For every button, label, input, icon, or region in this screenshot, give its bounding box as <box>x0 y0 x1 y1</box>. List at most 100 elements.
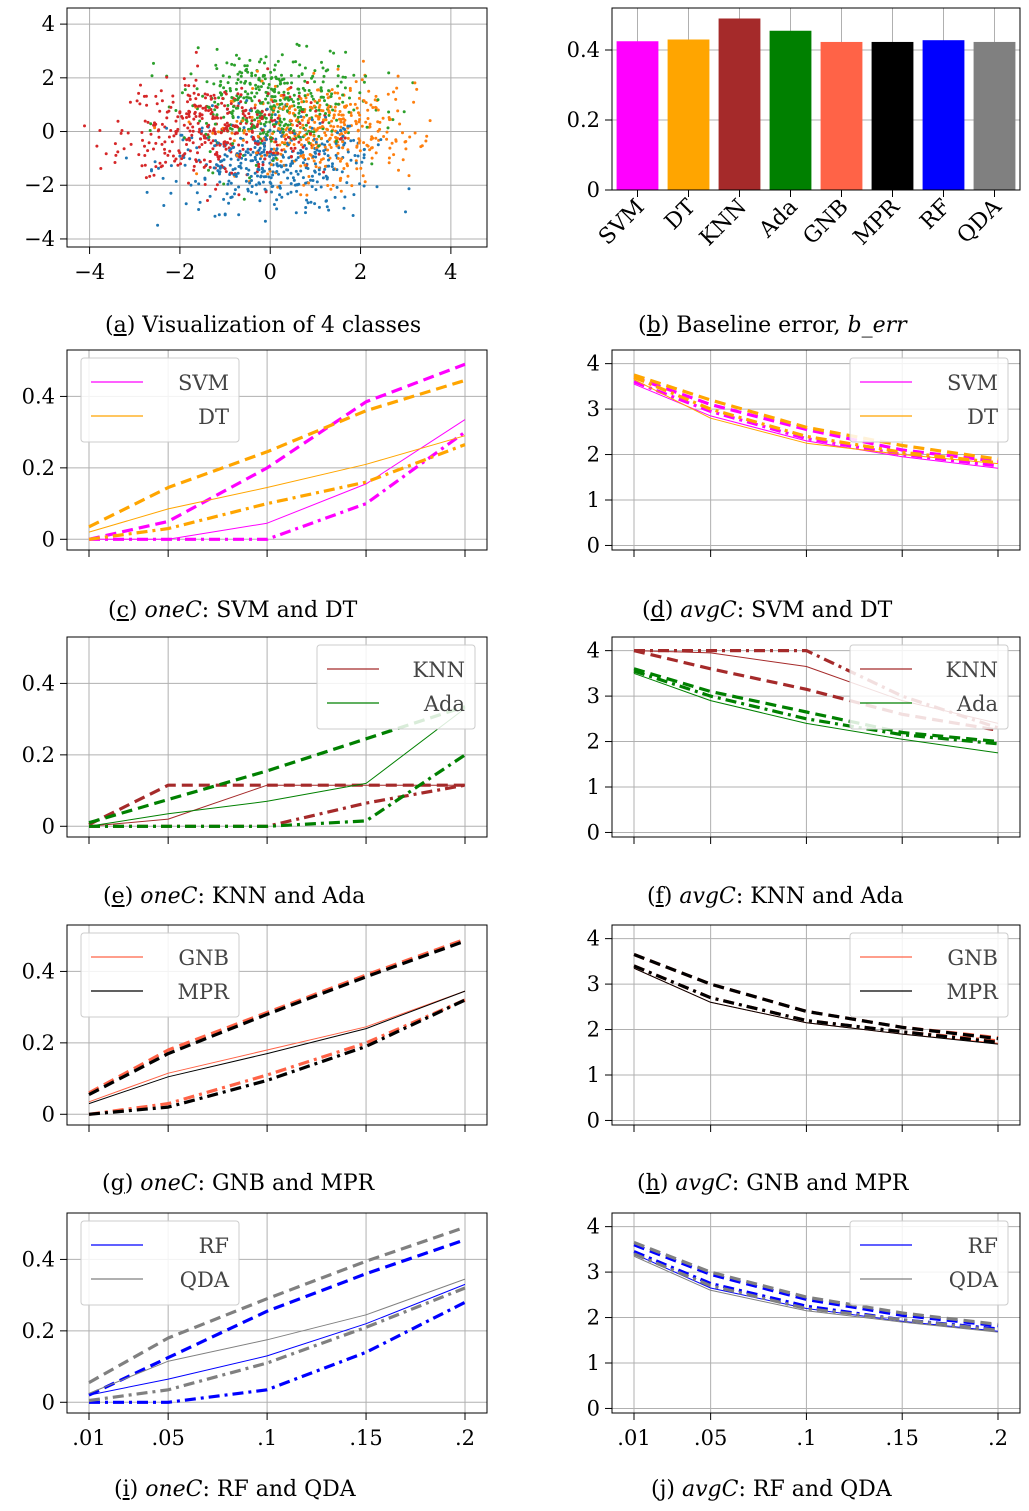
scatter-point <box>271 173 275 177</box>
scatter-point <box>317 152 321 156</box>
series-line-dt-solid <box>88 435 466 533</box>
scatter-point <box>355 144 359 148</box>
scatter-point <box>289 74 293 77</box>
scatter-point <box>163 140 167 144</box>
scatter-point <box>270 87 273 91</box>
scatter-point <box>307 141 311 145</box>
scatter-point <box>370 146 374 150</box>
scatter-point <box>256 174 259 178</box>
scatter-point <box>279 181 283 185</box>
scatter-point <box>172 134 176 138</box>
scatter-point <box>349 158 353 162</box>
scatter-point <box>320 89 324 93</box>
scatter-point <box>275 147 279 151</box>
scatter-point <box>330 88 334 92</box>
scatter-point <box>326 154 330 158</box>
scatter-point <box>240 86 244 90</box>
scatter-point <box>250 127 254 131</box>
scatter-point <box>203 92 207 96</box>
y-tick-label: 0 <box>42 1102 55 1126</box>
scatter-point <box>263 61 266 65</box>
scatter-point <box>239 136 243 140</box>
y-tick-label: 3 <box>587 1260 600 1284</box>
scatter-point <box>239 100 243 104</box>
scatter-point <box>324 133 328 137</box>
scatter-point <box>336 64 340 68</box>
scatter-point <box>244 158 248 161</box>
plot-frame <box>611 7 1021 191</box>
scatter-point <box>204 164 208 168</box>
scatter-point <box>323 131 327 135</box>
scatter-point <box>169 129 173 132</box>
scatter-point <box>281 127 285 131</box>
legend-label-ada: Ada <box>423 692 465 716</box>
scatter-point <box>404 147 408 151</box>
caption-a: (a) Visualization of 4 classes <box>105 313 422 338</box>
scatter-point <box>218 143 222 147</box>
bar-qda <box>973 41 1016 191</box>
scatter-point <box>303 79 307 83</box>
scatter-point <box>181 138 185 142</box>
scatter-point <box>329 146 333 149</box>
scatter-point <box>145 190 149 194</box>
scatter-point <box>341 75 345 79</box>
scatter-point <box>194 158 198 162</box>
scatter-point <box>290 97 293 101</box>
scatter-point <box>291 123 294 127</box>
scatter-point <box>294 169 298 173</box>
scatter-point <box>223 123 227 127</box>
bar-ada <box>769 30 812 190</box>
scatter-point <box>358 91 362 95</box>
caption-g: (g) oneC: GNB and MPR <box>102 1171 375 1196</box>
scatter-point <box>321 80 325 84</box>
chart-a: −4 −2 0 2 4 −4 −2 0 2 4 <box>24 7 488 284</box>
scatter-point <box>143 144 146 148</box>
scatter-point <box>116 119 120 123</box>
legend-label-dt: DT <box>967 405 998 429</box>
scatter-point <box>407 187 411 191</box>
series-line-dt-dashdot <box>88 443 466 541</box>
scatter-point <box>228 149 232 152</box>
scatter-point <box>332 51 336 55</box>
scatter-point <box>387 156 391 160</box>
scatter-point <box>369 137 373 141</box>
scatter-point <box>331 183 335 187</box>
scatter-point <box>209 112 213 116</box>
scatter-point <box>262 169 266 173</box>
scatter-point <box>258 146 262 150</box>
legend-box <box>849 1220 1009 1306</box>
scatter-point <box>358 118 362 121</box>
scatter-point <box>239 166 243 170</box>
scatter-point <box>160 164 164 168</box>
scatter-point <box>289 86 293 89</box>
legend-box <box>849 357 1009 443</box>
scatter-point <box>352 73 356 77</box>
scatter-point <box>191 125 195 129</box>
scatter-point <box>338 177 342 181</box>
scatter-point <box>256 142 260 146</box>
scatter-point <box>408 135 412 139</box>
scatter-point <box>293 132 297 136</box>
scatter-point <box>304 211 307 215</box>
scatter-point <box>349 114 353 117</box>
series-line-ada-dashed <box>633 667 999 744</box>
series-line-ada-dashdot <box>89 753 466 828</box>
scatter-point <box>163 147 166 151</box>
scatter-point <box>360 78 364 82</box>
scatter-point <box>228 137 232 141</box>
scatter-point <box>278 164 282 168</box>
x-tick-label: .05 <box>694 1426 727 1450</box>
scatter-point <box>291 100 295 104</box>
scatter-point <box>143 154 147 157</box>
scatter-point <box>308 117 312 120</box>
series-line-gnb-dashdot <box>88 998 466 1116</box>
scatter-point <box>154 94 158 98</box>
scatter-point <box>240 106 244 110</box>
scatter-point <box>174 119 178 123</box>
scatter-point <box>326 184 330 187</box>
scatter-point <box>152 173 156 177</box>
scatter-point <box>238 155 242 159</box>
scatter-point <box>329 187 333 191</box>
scatter-point <box>235 131 239 135</box>
legend-label-svm: SVM <box>947 371 998 395</box>
